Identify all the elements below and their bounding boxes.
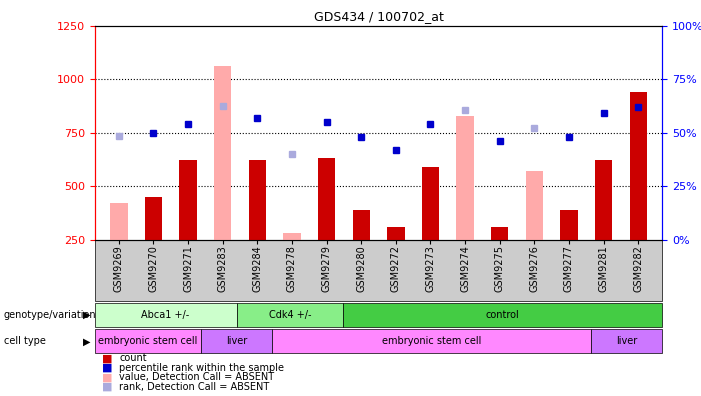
Bar [629,92,647,240]
Text: percentile rank within the sample: percentile rank within the sample [119,363,284,373]
Text: ■: ■ [102,353,112,364]
Text: ▶: ▶ [83,336,90,346]
Text: value, Detection Call = ABSENT: value, Detection Call = ABSENT [119,372,274,383]
Text: count: count [119,353,147,364]
Text: ■: ■ [102,363,112,373]
Text: rank, Detection Call = ABSENT: rank, Detection Call = ABSENT [119,382,269,392]
Bar [145,197,162,240]
Text: liver: liver [226,336,247,346]
Text: control: control [486,310,519,320]
Bar [526,171,543,240]
Text: Abca1 +/-: Abca1 +/- [142,310,190,320]
Bar [491,227,508,240]
Bar [595,160,612,240]
Text: genotype/variation: genotype/variation [4,310,96,320]
Bar [283,233,301,240]
Bar [318,158,335,240]
Text: ▶: ▶ [83,310,90,320]
Text: ■: ■ [102,382,112,392]
Bar [422,167,439,240]
Bar [353,209,370,240]
Bar [179,160,197,240]
Bar [110,203,128,240]
Title: GDS434 / 100702_at: GDS434 / 100702_at [313,10,444,23]
Bar [456,116,474,240]
Text: embryonic stem cell: embryonic stem cell [382,336,482,346]
Text: embryonic stem cell: embryonic stem cell [98,336,198,346]
Text: ■: ■ [102,372,112,383]
Bar [214,67,231,240]
Bar [249,160,266,240]
Text: cell type: cell type [4,336,46,346]
Text: Cdk4 +/-: Cdk4 +/- [268,310,311,320]
Bar [560,209,578,240]
Text: liver: liver [616,336,638,346]
Bar [387,227,404,240]
